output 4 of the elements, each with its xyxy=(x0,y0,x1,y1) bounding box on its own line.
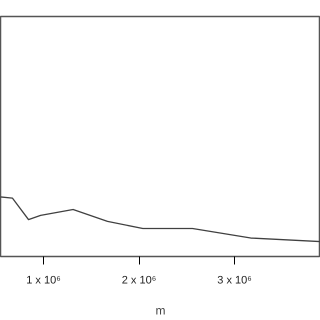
x-tick-label: 2 x 10⁶ xyxy=(122,274,156,286)
x-axis-title: m xyxy=(156,304,166,318)
x-tick-label: 1 x 10⁶ xyxy=(26,274,61,286)
x-tick-label: 3 x 10⁶ xyxy=(217,274,252,286)
